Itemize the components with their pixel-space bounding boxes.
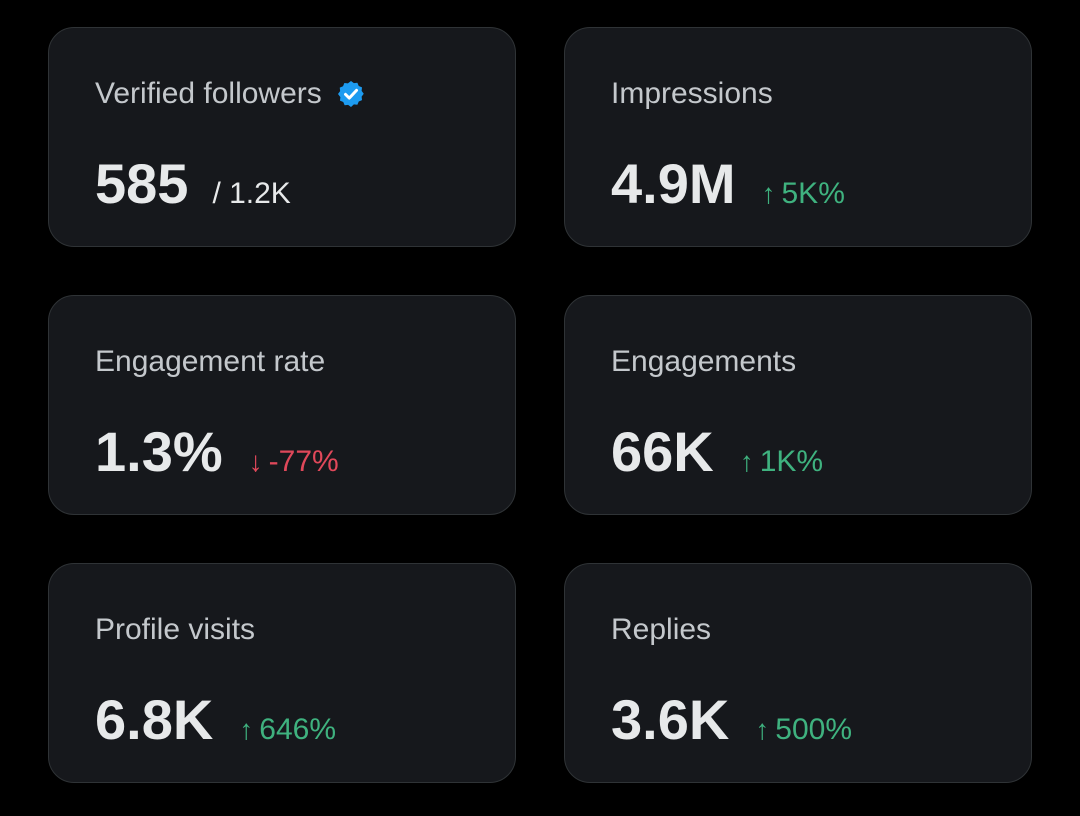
stat-value: 4.9M: [611, 152, 736, 215]
stat-label-row: Engagement rate: [95, 344, 325, 380]
stat-label: Impressions: [611, 77, 773, 110]
stat-card-verified-followers[interactable]: Verified followers 585 / 1.2K: [48, 27, 516, 247]
stat-value-row: 4.9M ↑ 5K%: [611, 154, 845, 214]
verified-badge-icon: [336, 79, 366, 109]
stat-change-value: 1K%: [759, 445, 824, 478]
arrow-up-icon: ↑: [761, 178, 776, 209]
stat-label-row: Engagements: [611, 344, 796, 380]
stat-card-profile-visits[interactable]: Profile visits 6.8K ↑ 646%: [48, 563, 516, 783]
arrow-up-icon: ↑: [755, 714, 770, 745]
stat-label: Profile visits: [95, 613, 256, 646]
stat-change: ↑ 1K%: [740, 445, 823, 479]
stat-total: / 1.2K: [212, 177, 291, 210]
stat-value-row: 66K ↑ 1K%: [611, 422, 823, 482]
stat-change: ↑ 646%: [239, 713, 336, 747]
stat-card-engagement-rate[interactable]: Engagement rate 1.3% ↓ -77%: [48, 295, 516, 515]
stat-value-row: 1.3% ↓ -77%: [95, 422, 339, 482]
stat-change: ↑ 5K%: [762, 177, 845, 211]
stat-value: 3.6K: [611, 688, 730, 751]
stat-label-row: Verified followers: [95, 76, 366, 112]
stat-label-row: Impressions: [611, 76, 773, 112]
stat-value-row: 585 / 1.2K: [95, 154, 291, 214]
stat-value: 6.8K: [95, 688, 214, 751]
stat-label: Engagement rate: [95, 345, 326, 378]
stat-label: Engagements: [611, 345, 797, 378]
arrow-down-icon: ↓: [248, 446, 263, 477]
stat-label-row: Replies: [611, 612, 711, 648]
stat-label: Verified followers: [95, 77, 322, 110]
stat-card-impressions[interactable]: Impressions 4.9M ↑ 5K%: [564, 27, 1032, 247]
stat-value: 585: [95, 152, 189, 215]
stat-change: ↑ 500%: [755, 713, 852, 747]
stat-change-value: 5K%: [781, 177, 845, 210]
stat-value: 66K: [611, 420, 714, 483]
stat-change-value: 500%: [775, 713, 853, 746]
arrow-up-icon: ↑: [239, 714, 254, 745]
arrow-up-icon: ↑: [739, 446, 754, 477]
stat-label-row: Profile visits: [95, 612, 255, 648]
stat-change-value: 646%: [259, 713, 337, 746]
stat-value-row: 3.6K ↑ 500%: [611, 690, 852, 750]
stat-change: ↓ -77%: [249, 445, 339, 479]
stat-label: Replies: [611, 613, 712, 646]
stat-card-replies[interactable]: Replies 3.6K ↑ 500%: [564, 563, 1032, 783]
stat-value: 1.3%: [95, 420, 223, 483]
stat-value-row: 6.8K ↑ 646%: [95, 690, 336, 750]
stat-change-value: -77%: [268, 445, 339, 478]
stat-card-engagements[interactable]: Engagements 66K ↑ 1K%: [564, 295, 1032, 515]
